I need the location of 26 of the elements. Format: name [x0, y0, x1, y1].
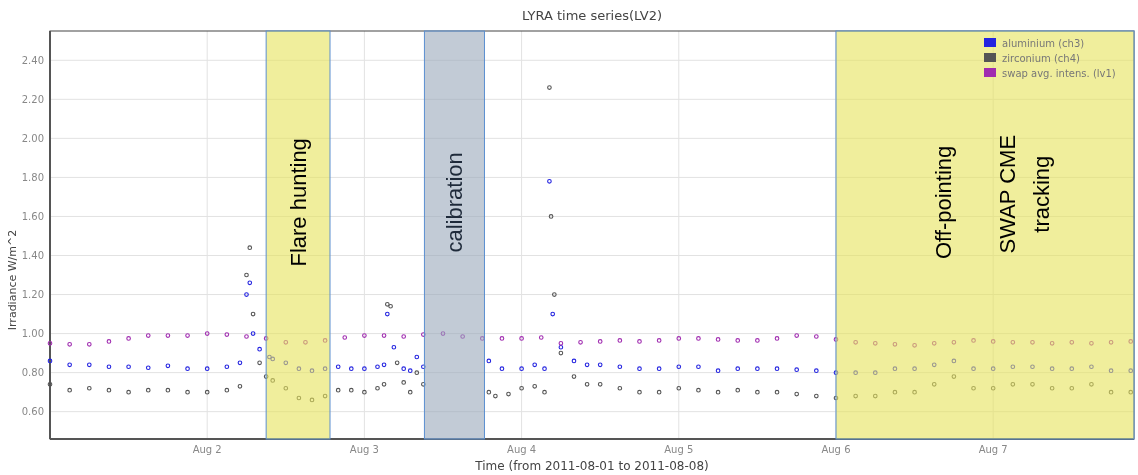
- x-tick-label: Aug 6: [821, 444, 851, 455]
- band-label: calibration: [442, 152, 468, 253]
- band-label: Flare hunting: [286, 138, 312, 267]
- legend-label: swap avg. intens. (lv1): [1002, 68, 1116, 79]
- y-tick-label: 1.00: [21, 328, 44, 340]
- y-tick-label: 1.80: [21, 171, 44, 183]
- y-tick-label: 0.80: [21, 367, 44, 379]
- x-tick-label: Aug 5: [664, 444, 694, 455]
- y-tick-label: 1.20: [21, 289, 44, 301]
- y-tick-label: 2.20: [21, 93, 44, 105]
- y-tick-label: 0.60: [21, 406, 44, 418]
- y-tick-label: 2.40: [21, 54, 44, 66]
- y-tick-label: 1.40: [21, 250, 44, 261]
- x-tick-label: Aug 3: [349, 444, 379, 455]
- y-axis-title: Irradiance W/m^2: [6, 229, 19, 331]
- y-tick-label: 2.00: [21, 132, 44, 144]
- y-tick-label: 1.60: [21, 210, 44, 222]
- x-tick-label: Aug 4: [507, 444, 537, 455]
- band-label: Off-pointing: [931, 145, 957, 260]
- x-tick-label: Aug 2: [192, 444, 222, 455]
- chart-title: LYRA time series(LV2): [521, 8, 663, 23]
- annotation: SWAP CME tracking: [994, 134, 1054, 254]
- legend-label: zirconium (ch4): [1002, 53, 1081, 64]
- legend-label: aluminium (ch3): [1002, 38, 1085, 49]
- x-tick-label: Aug 7: [978, 444, 1008, 455]
- x-axis-title: Time (from 2011-08-01 to 2011-08-08): [474, 459, 709, 473]
